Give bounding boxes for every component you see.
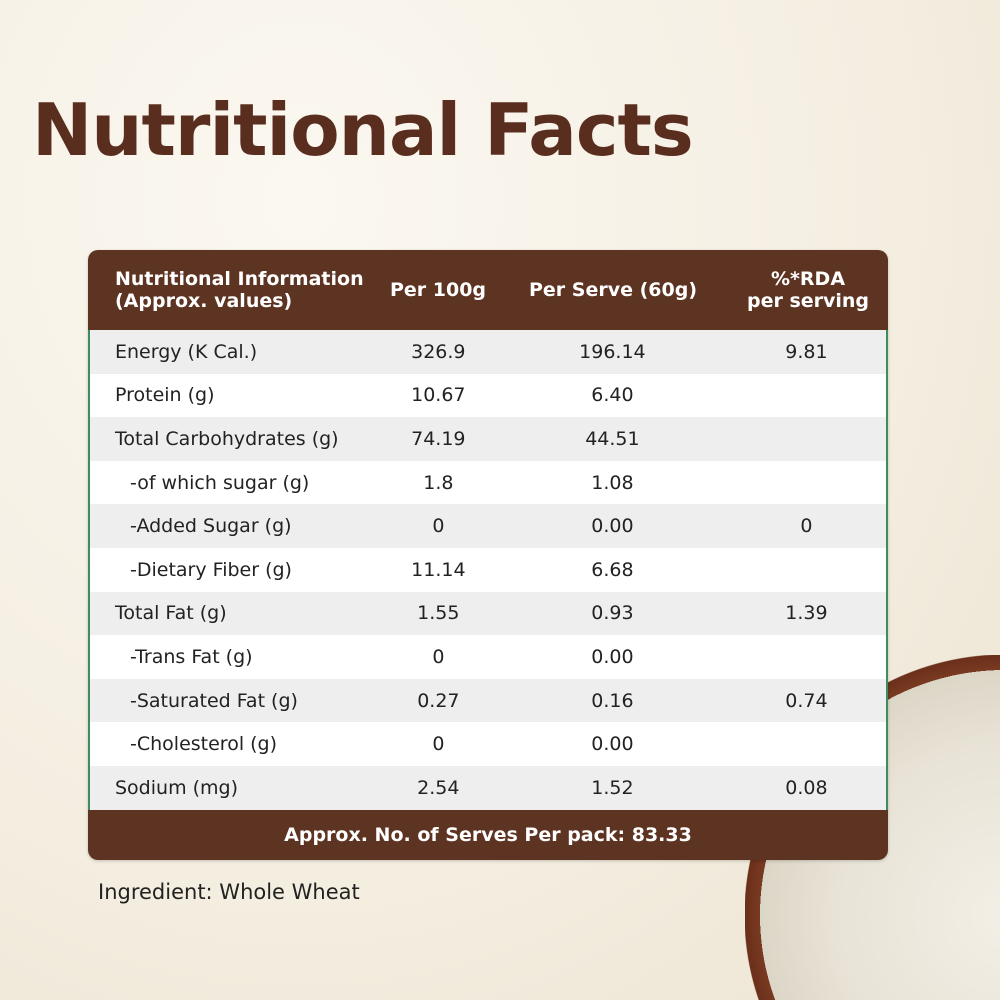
per-100g-value: 0.27 [417, 689, 460, 712]
table-row: -Dietary Fiber (g) 11.14 6.68 [90, 547, 886, 592]
header-line: Nutritional Information [115, 268, 364, 290]
per-serve-value: 0.00 [591, 515, 634, 538]
header-rda: %*RDA per serving [728, 268, 888, 312]
nutrient-name: -Added Sugar (g) [130, 515, 292, 538]
per-100g-value: 2.54 [417, 776, 460, 799]
table-body: Energy (K Cal.) 326.9 196.14 9.81 Protein (g… [88, 330, 888, 810]
per-serve-value: 0.00 [591, 645, 634, 668]
nutrient-name: Total Carbohydrates (g) [115, 427, 339, 450]
per-serve-value: 0.00 [591, 733, 634, 756]
per-serve-value: 44.51 [585, 427, 640, 450]
nutrient-name: -Trans Fat (g) [130, 645, 253, 668]
table-row: Energy (K Cal.) 326.9 196.14 9.81 [90, 330, 886, 374]
table-footer: Approx. No. of Serves Per pack: 83.33 [88, 809, 888, 860]
header-line: %*RDA [770, 268, 846, 290]
table-row: Total Fat (g) 1.55 0.93 1.39 [90, 591, 886, 636]
table-row: -of which sugar (g) 1.8 1.08 [90, 460, 886, 505]
rda-value: 0.08 [785, 776, 828, 799]
table-header: Nutritional Information (Approx. values) … [88, 250, 888, 330]
nutrient-name: Energy (K Cal.) [115, 340, 258, 363]
table-row: Protein (g) 10.67 6.40 [90, 373, 886, 418]
rda-value: 0.74 [785, 689, 828, 712]
ingredient-text: Ingredient: Whole Wheat [98, 880, 360, 904]
table-row: -Saturated Fat (g) 0.27 0.16 0.74 [90, 678, 886, 723]
per-serve-value: 0.16 [591, 689, 634, 712]
per-100g-value: 326.9 [411, 340, 466, 363]
table-row: -Cholesterol (g) 0 0.00 [90, 722, 886, 766]
per-100g-value: 0 [432, 733, 445, 756]
rda-value: 1.39 [785, 602, 828, 625]
table-row: -Trans Fat (g) 0 0.00 [90, 635, 886, 679]
header-nutrient: Nutritional Information (Approx. values) [88, 268, 378, 312]
table-row: Total Carbohydrates (g) 74.19 44.51 [90, 417, 886, 461]
rda-value: 0 [800, 515, 813, 538]
nutrition-table: Nutritional Information (Approx. values) … [88, 250, 888, 860]
per-100g-value: 10.67 [411, 384, 466, 407]
nutrient-name: -Dietary Fiber (g) [130, 558, 292, 581]
per-serve-value: 6.68 [591, 558, 634, 581]
table-row: -Added Sugar (g) 0 0.00 0 [90, 504, 886, 548]
per-serve-value: 6.40 [591, 384, 634, 407]
header-per-100g: Per 100g [389, 279, 487, 301]
per-100g-value: 0 [432, 645, 445, 668]
header-line: (Approx. values) [115, 290, 293, 312]
nutrient-name: -of which sugar (g) [130, 471, 310, 494]
nutrient-name: -Cholesterol (g) [130, 733, 278, 756]
per-100g-value: 1.8 [423, 471, 454, 494]
per-serve-value: 1.52 [591, 776, 634, 799]
header-per-serve: Per Serve (60g) [528, 279, 698, 301]
per-serve-value: 1.08 [591, 471, 634, 494]
header-line: per serving [746, 290, 870, 312]
per-serve-value: 196.14 [579, 340, 646, 363]
per-100g-value: 1.55 [417, 602, 460, 625]
per-100g-value: 74.19 [411, 427, 466, 450]
page-title: Nutritional Facts [32, 88, 694, 172]
per-100g-value: 0 [432, 515, 445, 538]
table-row: Sodium (mg) 2.54 1.52 0.08 [90, 765, 886, 810]
nutrient-name: -Saturated Fat (g) [130, 689, 298, 712]
nutrient-name: Total Fat (g) [115, 602, 227, 625]
rda-value: 9.81 [785, 340, 828, 363]
nutrient-name: Protein (g) [115, 384, 215, 407]
nutrient-name: Sodium (mg) [115, 776, 239, 799]
per-serve-value: 0.93 [591, 602, 634, 625]
per-100g-value: 11.14 [411, 558, 466, 581]
